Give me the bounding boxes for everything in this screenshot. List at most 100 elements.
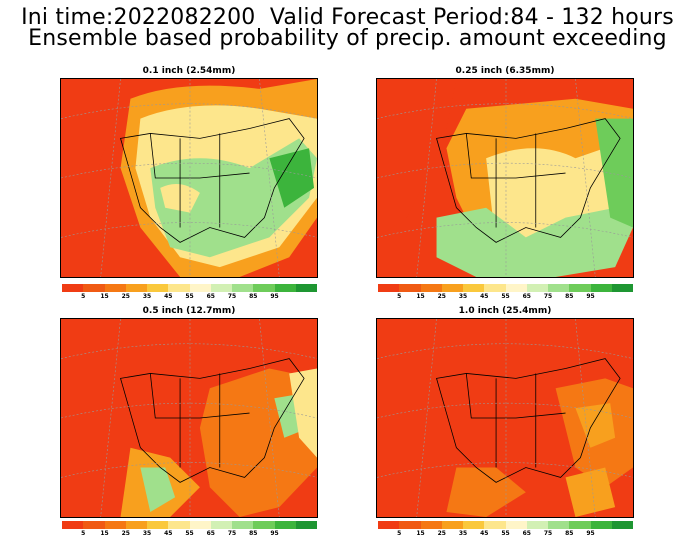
panel-1-title: 0.1 inch (2.54mm) (142, 66, 236, 76)
colorbar-swatch (420, 284, 442, 292)
colorbar-swatch (189, 284, 211, 292)
colorbar-swatch (420, 521, 442, 529)
colorbar-label: 55 (501, 530, 510, 537)
colorbar-label: 35 (142, 293, 152, 300)
panel-4-title: 1.0 inch (25.4mm) (458, 306, 552, 316)
colorbar-label: 5 (81, 530, 86, 537)
colorbar-swatch (611, 521, 633, 529)
colorbar-swatch (274, 284, 296, 292)
colorbar-label: 85 (249, 293, 258, 300)
colorbar-label: 85 (565, 530, 574, 537)
colorbar-swatch (125, 521, 147, 529)
colorbar-swatch (168, 521, 190, 529)
colorbar-label: 65 (206, 293, 215, 300)
colorbar-swatch (253, 521, 275, 529)
colorbar-swatch (274, 521, 296, 529)
colorbar-swatch (526, 521, 548, 529)
colorbar-swatch (569, 284, 591, 292)
colorbar-label: 95 (586, 293, 595, 300)
colorbar-label: 25 (437, 293, 446, 300)
title-line-2: Ensemble based probability of precip. am… (28, 26, 667, 51)
colorbar-label: 55 (185, 293, 194, 300)
colorbar-label: 65 (522, 293, 531, 300)
colorbar-swatch (590, 521, 612, 529)
colorbar-swatch (83, 521, 105, 529)
colorbar-label: 85 (565, 293, 574, 300)
colorbar-label: 85 (249, 530, 258, 537)
colorbar-label: 75 (543, 293, 553, 300)
panel-4-colorbar-labels: 5 15 25 35 45 55 65 75 85 95 (378, 530, 633, 538)
colorbar-swatch (441, 521, 463, 529)
colorbar-label: 55 (185, 530, 194, 537)
colorbar-label: 35 (458, 530, 468, 537)
panel-3-colorbar (62, 521, 317, 529)
colorbar-label: 95 (586, 530, 595, 537)
colorbar-swatch (463, 521, 485, 529)
colorbar-label: 15 (100, 293, 109, 300)
colorbar-swatch (569, 521, 591, 529)
panel-1-colorbar (62, 284, 317, 292)
colorbar-swatch (62, 284, 84, 292)
colorbar-label: 35 (458, 293, 468, 300)
colorbar-label: 45 (164, 293, 173, 300)
colorbar-swatch (168, 284, 190, 292)
colorbar-label: 15 (416, 530, 425, 537)
colorbar-swatch (295, 521, 317, 529)
colorbar-swatch (505, 521, 527, 529)
colorbar-swatch (232, 521, 254, 529)
panel-3-title: 0.5 inch (12.7mm) (142, 306, 236, 316)
colorbar-label: 95 (270, 530, 279, 537)
colorbar-label: 65 (206, 530, 215, 537)
colorbar-label: 5 (397, 293, 402, 300)
panel-4-colorbar (378, 521, 633, 529)
colorbar-label: 5 (81, 293, 86, 300)
colorbar-label: 25 (121, 293, 130, 300)
colorbar-swatch (147, 521, 169, 529)
colorbar-label: 45 (480, 530, 489, 537)
panel-2-title: 0.25 inch (6.35mm) (455, 66, 555, 76)
colorbar-swatch (378, 521, 400, 529)
colorbar-swatch (125, 284, 147, 292)
colorbar-swatch (484, 521, 506, 529)
title-line-1: Ini time:2022082200 Valid Forecast Perio… (21, 5, 674, 30)
colorbar-swatch (295, 284, 317, 292)
colorbar-swatch (210, 521, 232, 529)
colorbar-label: 25 (121, 530, 130, 537)
panel-2-colorbar (378, 284, 633, 292)
colorbar-swatch (189, 521, 211, 529)
colorbar-label: 75 (227, 293, 237, 300)
colorbar-label: 95 (270, 293, 279, 300)
panel-1-map (60, 78, 318, 278)
colorbar-swatch (548, 521, 570, 529)
colorbar-swatch (253, 284, 275, 292)
colorbar-label: 15 (416, 293, 425, 300)
colorbar-swatch (104, 284, 126, 292)
colorbar-swatch (548, 284, 570, 292)
colorbar-swatch (210, 284, 232, 292)
colorbar-label: 75 (543, 530, 553, 537)
colorbar-label: 25 (437, 530, 446, 537)
colorbar-swatch (505, 284, 527, 292)
colorbar-swatch (526, 284, 548, 292)
panel-4-map (376, 318, 634, 518)
colorbar-label: 55 (501, 293, 510, 300)
colorbar-swatch (83, 284, 105, 292)
panel-3-map (60, 318, 318, 518)
colorbar-label: 15 (100, 530, 109, 537)
panel-1-colorbar-labels: 5 15 25 35 45 55 65 75 85 95 (62, 293, 317, 301)
colorbar-label: 65 (522, 530, 531, 537)
colorbar-label: 75 (227, 530, 237, 537)
colorbar-swatch (62, 521, 84, 529)
colorbar-swatch (441, 284, 463, 292)
colorbar-swatch (590, 284, 612, 292)
colorbar-label: 45 (480, 293, 489, 300)
colorbar-label: 5 (397, 530, 402, 537)
colorbar-swatch (147, 284, 169, 292)
colorbar-swatch (104, 521, 126, 529)
colorbar-swatch (378, 284, 400, 292)
panel-3-colorbar-labels: 5 15 25 35 45 55 65 75 85 95 (62, 530, 317, 538)
colorbar-swatch (463, 284, 485, 292)
colorbar-swatch (232, 284, 254, 292)
colorbar-swatch (399, 284, 421, 292)
panel-2-colorbar-labels: 5 15 25 35 45 55 65 75 85 95 (378, 293, 633, 301)
